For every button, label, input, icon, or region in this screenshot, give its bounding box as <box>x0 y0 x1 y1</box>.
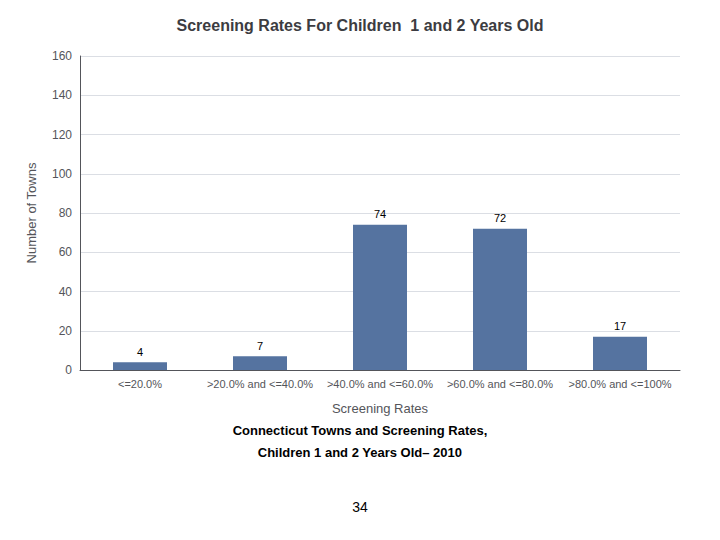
svg-text:>80.0% and <=100%: >80.0% and <=100% <box>568 378 671 390</box>
svg-text:80: 80 <box>59 206 73 220</box>
svg-text:17: 17 <box>614 320 626 332</box>
svg-text:20: 20 <box>59 324 73 338</box>
svg-text:60: 60 <box>59 245 73 259</box>
svg-text:120: 120 <box>52 128 72 142</box>
svg-text:7: 7 <box>257 340 263 352</box>
svg-text:72: 72 <box>494 212 506 224</box>
svg-text:>40.0% and <=60.0%: >40.0% and <=60.0% <box>327 378 433 390</box>
svg-text:34: 34 <box>352 499 368 515</box>
svg-text:Number of Towns: Number of Towns <box>24 162 39 263</box>
svg-text:Children 1 and 2 Years Old– 20: Children 1 and 2 Years Old– 2010 <box>258 445 462 460</box>
svg-text:4: 4 <box>137 346 143 358</box>
svg-text:40: 40 <box>59 285 73 299</box>
svg-text:Connecticut Towns and Screenin: Connecticut Towns and Screening Rates, <box>233 423 488 438</box>
svg-text:Screening Rates For Children: Screening Rates For Children 1 and 2 Yea… <box>177 17 544 34</box>
svg-text:74: 74 <box>374 208 386 220</box>
svg-text:<=20.0%: <=20.0% <box>118 378 162 390</box>
svg-text:0: 0 <box>65 363 72 377</box>
svg-text:140: 140 <box>52 88 72 102</box>
svg-text:>20.0% and <=40.0%: >20.0% and <=40.0% <box>207 378 313 390</box>
svg-text:160: 160 <box>52 49 72 63</box>
svg-text:>60.0% and <=80.0%: >60.0% and <=80.0% <box>447 378 553 390</box>
svg-text:Screening Rates: Screening Rates <box>332 401 429 416</box>
svg-text:100: 100 <box>52 167 72 181</box>
